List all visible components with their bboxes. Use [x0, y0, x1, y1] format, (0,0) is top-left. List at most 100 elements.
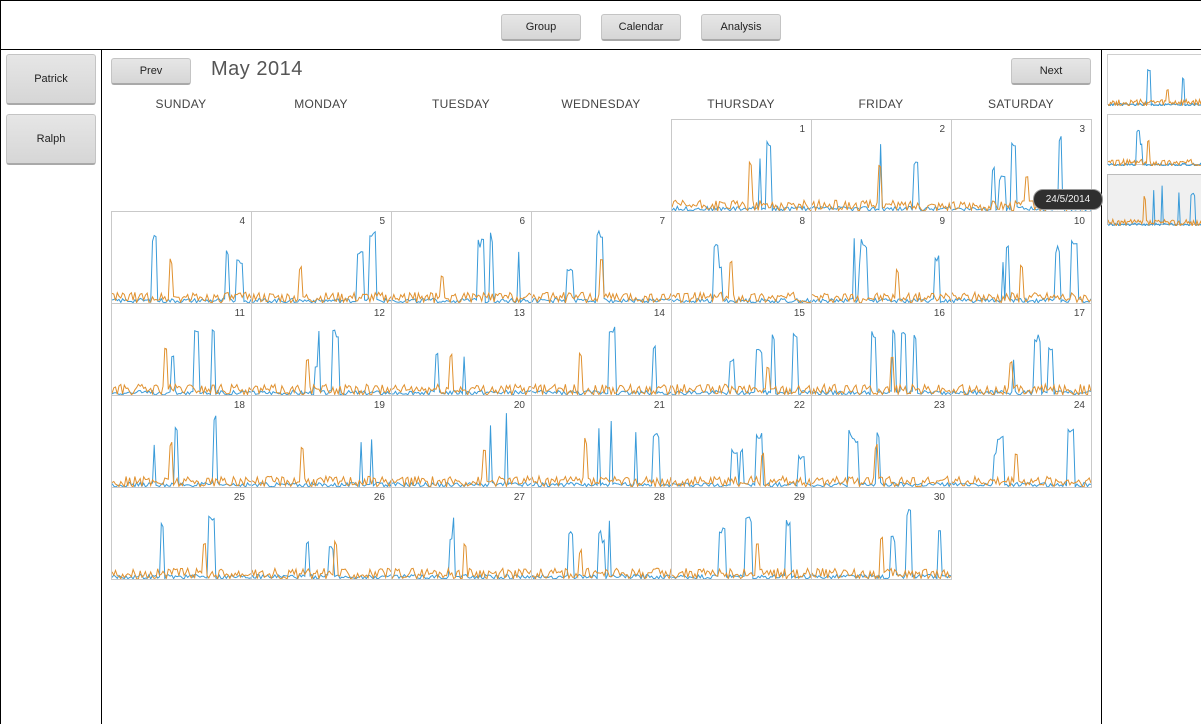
calendar-day-cell[interactable]: 11 [111, 303, 252, 396]
calendar-day-cell[interactable]: 10 [951, 211, 1092, 304]
calendar-day-cell[interactable]: 30 [811, 487, 952, 580]
series-orange-line [952, 264, 1091, 303]
series-blue-line [672, 432, 811, 487]
calendar-day-cell[interactable]: 1 [671, 119, 812, 212]
series-blue-line [672, 516, 811, 579]
calendar-day-cell[interactable]: 14 [531, 303, 672, 396]
calendar-day-cell[interactable]: 26 [251, 487, 392, 580]
day-activity-chart [812, 429, 951, 487]
calendar-day-cell[interactable]: 2 [811, 119, 952, 212]
day-activity-chart [672, 432, 811, 487]
day-activity-chart [532, 420, 671, 487]
day-activity-chart [532, 229, 671, 303]
day-activity-chart [812, 508, 951, 579]
series-orange-line [112, 441, 251, 487]
calendar-day-cell[interactable]: 9 [811, 211, 952, 304]
day-number: 6 [519, 216, 525, 227]
series-orange-line [392, 275, 531, 303]
calendar-day-cell[interactable]: 24 [951, 395, 1092, 488]
day-activity-chart [812, 144, 951, 211]
series-orange-line [672, 543, 811, 579]
day-number: 4 [239, 216, 245, 227]
calendar-day-cell[interactable]: 12 [251, 303, 392, 396]
calendar-day-cell[interactable]: 13 [391, 303, 532, 396]
day-number: 2 [939, 124, 945, 135]
calendar-day-cell[interactable]: 20 [391, 395, 532, 488]
thumbnail-chart [1107, 185, 1201, 228]
day-activity-chart [672, 516, 811, 579]
calendar-day-cell[interactable]: 28 [531, 487, 672, 580]
series-blue-line [392, 413, 531, 487]
calendar-day-cell[interactable]: 8 [671, 211, 812, 304]
day-activity-chart [112, 328, 251, 395]
thumbnail-item[interactable] [1107, 114, 1201, 168]
series-orange-line [532, 351, 671, 395]
calendar-day-cell[interactable]: 7 [531, 211, 672, 304]
calendar-day-cell[interactable]: 22 [671, 395, 812, 488]
series-orange-line [392, 542, 531, 579]
day-activity-chart [952, 428, 1091, 487]
series-orange-line [952, 453, 1091, 487]
calendar-day-cell[interactable]: 25 [111, 487, 252, 580]
series-blue-line [392, 352, 531, 395]
day-number: 3 [1079, 124, 1085, 135]
series-blue-line [252, 230, 391, 303]
prev-month-button[interactable]: Prev [111, 58, 191, 85]
weekday-label: SATURDAY [988, 97, 1054, 111]
day-number: 18 [233, 400, 245, 411]
calendar-day-cell[interactable]: 27 [391, 487, 532, 580]
series-blue-line [1107, 68, 1201, 107]
group-button[interactable]: Group [501, 14, 581, 41]
calendar-day-cell[interactable]: 4 [111, 211, 252, 304]
day-activity-chart [252, 539, 391, 579]
day-number: 8 [799, 216, 805, 227]
day-number: 30 [933, 492, 945, 503]
series-blue-line [532, 520, 671, 579]
series-orange-line [112, 542, 251, 579]
calendar-button[interactable]: Calendar [601, 14, 681, 41]
calendar-day-cell[interactable]: 29 [671, 487, 812, 580]
calendar-day-cell[interactable]: 21 [531, 395, 672, 488]
day-number: 12 [373, 308, 385, 319]
series-blue-line [812, 508, 951, 579]
series-orange-line [532, 259, 671, 303]
weekday-label: FRIDAY [858, 97, 904, 111]
next-month-button[interactable]: Next [1011, 58, 1091, 85]
series-blue-line [672, 243, 811, 303]
series-blue-line [252, 540, 391, 579]
series-blue-line [532, 420, 671, 487]
series-blue-line [112, 328, 251, 395]
thumbnail-item[interactable] [1107, 54, 1201, 108]
calendar-day-cell[interactable]: 6 [391, 211, 532, 304]
thumbnail-item-selected[interactable] [1107, 174, 1201, 228]
day-activity-chart [672, 139, 811, 211]
thumbnail-panel [1101, 50, 1201, 724]
series-orange-line [392, 352, 531, 395]
series-blue-line [252, 329, 391, 395]
series-blue-line [252, 439, 391, 487]
analysis-button[interactable]: Analysis [701, 14, 781, 41]
series-blue-line [532, 229, 671, 303]
calendar-day-cell[interactable]: 17 [951, 303, 1092, 396]
day-number: 1 [799, 124, 805, 135]
day-number: 21 [653, 400, 665, 411]
day-number: 23 [933, 400, 945, 411]
user-button-patrick[interactable]: Patrick [6, 54, 96, 105]
user-button-ralph[interactable]: Ralph [6, 114, 96, 165]
calendar-day-cell[interactable]: 16 [811, 303, 952, 396]
series-orange-line [532, 547, 671, 579]
series-orange-line [392, 449, 531, 487]
day-activity-chart [112, 415, 251, 487]
calendar-day-cell[interactable]: 15 [671, 303, 812, 396]
day-activity-chart [672, 332, 811, 395]
calendar-day-cell[interactable]: 5 [251, 211, 392, 304]
day-activity-chart [812, 238, 951, 303]
calendar-day-cell[interactable]: 23 [811, 395, 952, 488]
day-activity-chart [672, 243, 811, 303]
calendar-day-cell[interactable]: 18 [111, 395, 252, 488]
month-title: May 2014 [211, 58, 303, 80]
day-activity-chart [252, 439, 391, 487]
calendar-day-cell[interactable]: 19 [251, 395, 392, 488]
day-number: 22 [793, 400, 805, 411]
series-orange-line [812, 164, 951, 211]
